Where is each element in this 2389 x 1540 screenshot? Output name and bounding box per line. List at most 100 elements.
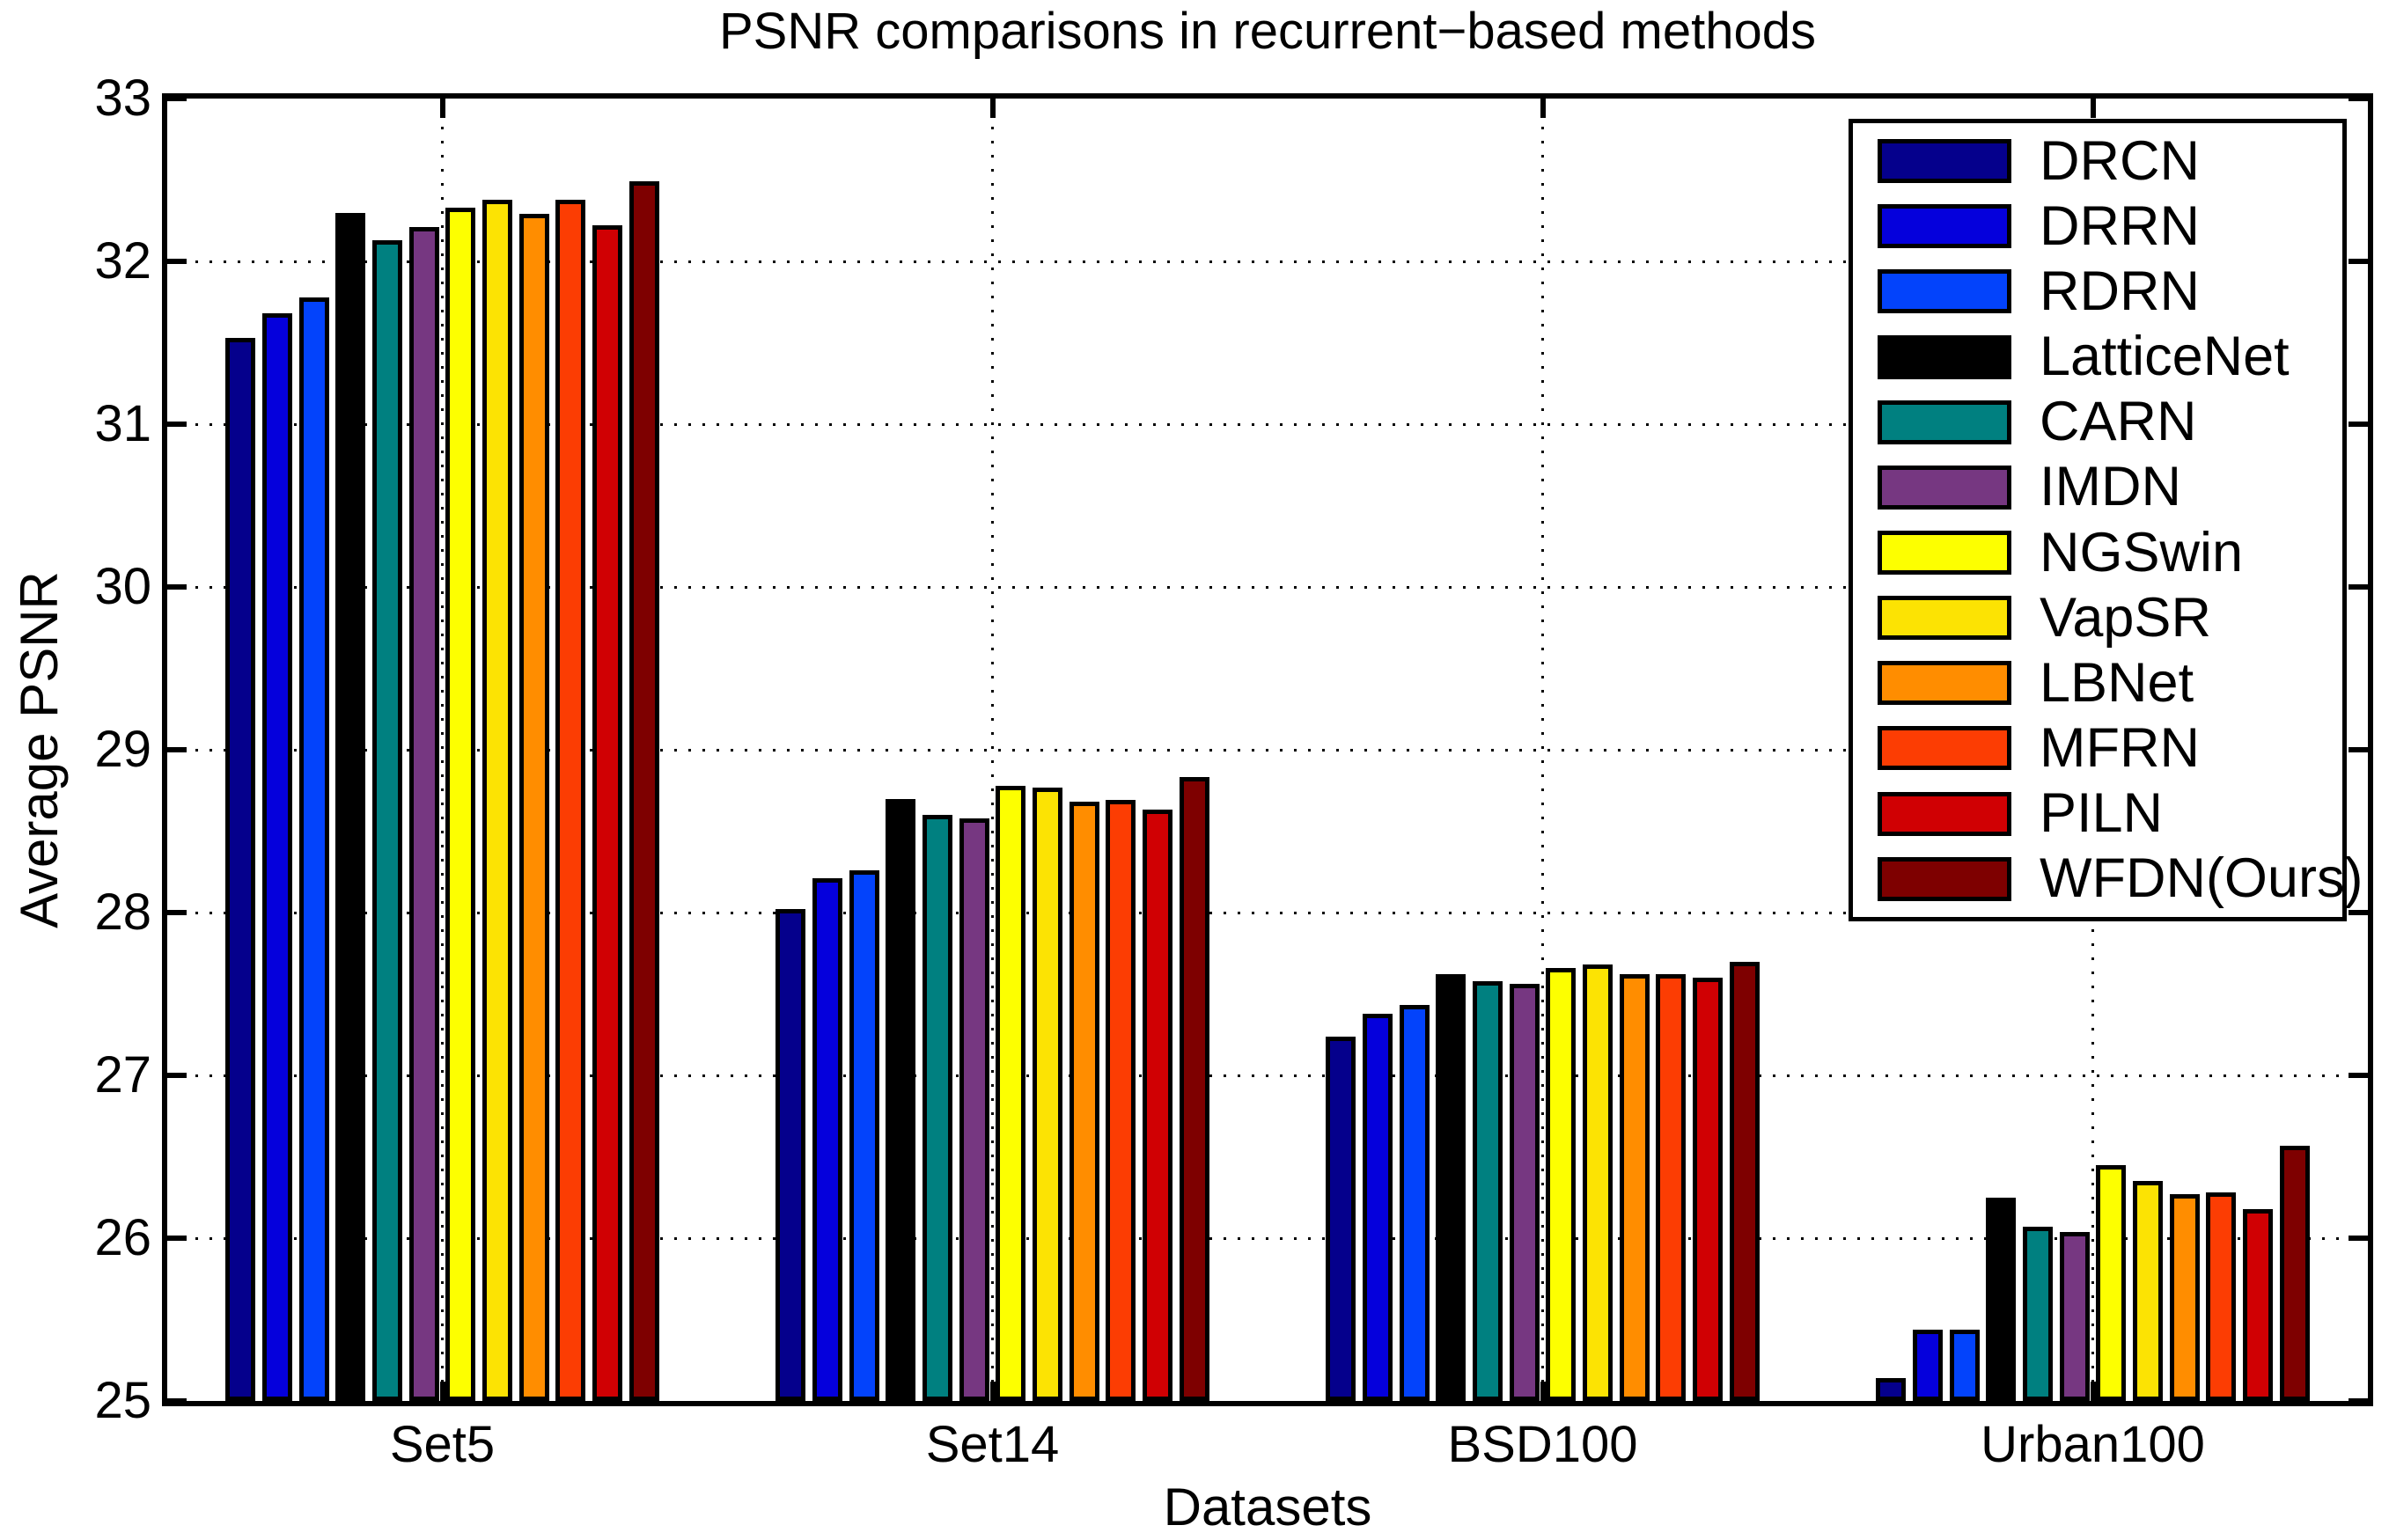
legend-row: IMDN xyxy=(1853,457,2342,518)
legend-row: LBNet xyxy=(1853,652,2342,714)
bar-mfrn-set14 xyxy=(1106,800,1136,1401)
gridline-horizontal xyxy=(167,1236,2368,1240)
bar-drrn-set5 xyxy=(262,313,292,1401)
bar-carn-set5 xyxy=(372,240,402,1401)
legend-swatch xyxy=(1878,596,2011,641)
x-tick-mark xyxy=(1540,1382,1546,1401)
bar-vapsr-bsd100 xyxy=(1583,964,1613,1401)
legend-label: DRCN xyxy=(2040,129,2200,192)
bar-carn-set14 xyxy=(923,815,952,1401)
bar-latticenet-urban100 xyxy=(1986,1198,2016,1401)
gridline-horizontal xyxy=(167,1074,2368,1077)
legend-label: WFDN(Ours) xyxy=(2040,847,2363,910)
x-tick-label: Urban100 xyxy=(1981,1416,2205,1473)
y-tick-label: 28 xyxy=(94,884,151,941)
legend-row: WFDN(Ours) xyxy=(1853,848,2363,910)
legend-swatch xyxy=(1878,791,2011,836)
y-tick-mark xyxy=(167,747,187,752)
bar-vapsr-urban100 xyxy=(2133,1181,2163,1401)
gridline-vertical xyxy=(1541,99,1544,1401)
y-tick-label: 30 xyxy=(94,558,151,615)
bar-piln-set14 xyxy=(1143,810,1172,1401)
x-tick-mark xyxy=(439,1382,445,1401)
x-tick-mark xyxy=(1540,99,1546,118)
gridline-vertical xyxy=(441,99,444,1401)
bar-drrn-bsd100 xyxy=(1363,1014,1393,1401)
gridline-horizontal xyxy=(167,422,2368,426)
bar-drcn-urban100 xyxy=(1876,1378,1906,1401)
bar-wfdnours-bsd100 xyxy=(1730,962,1760,1401)
legend-label: LBNet xyxy=(2040,651,2194,714)
y-tick-label: 26 xyxy=(94,1209,151,1266)
legend-row: PILN xyxy=(1853,783,2342,845)
gridline-horizontal xyxy=(167,748,2368,752)
bar-imdn-bsd100 xyxy=(1510,984,1540,1401)
legend-row: CARN xyxy=(1853,392,2342,453)
y-tick-mark xyxy=(2349,1073,2368,1078)
legend-swatch xyxy=(1878,334,2011,379)
y-tick-label: 25 xyxy=(94,1372,151,1429)
legend-label: PILN xyxy=(2040,782,2164,845)
y-tick-mark xyxy=(2349,259,2368,264)
legend-swatch xyxy=(1878,661,2011,706)
y-tick-mark xyxy=(2349,747,2368,752)
legend-label: RDRN xyxy=(2040,260,2200,322)
bar-wfdnours-set5 xyxy=(629,181,659,1401)
bar-carn-bsd100 xyxy=(1473,981,1503,1401)
y-tick-mark xyxy=(167,96,187,101)
y-tick-label: 33 xyxy=(94,70,151,127)
x-tick-label: Set5 xyxy=(389,1416,496,1473)
bar-ngswin-set5 xyxy=(445,208,475,1401)
legend-label: VapSR xyxy=(2040,586,2211,649)
bar-mfrn-urban100 xyxy=(2206,1192,2236,1401)
legend-swatch xyxy=(1878,204,2011,249)
bar-carn-urban100 xyxy=(2023,1227,2053,1401)
bar-drcn-bsd100 xyxy=(1326,1037,1356,1401)
y-tick-mark xyxy=(167,1236,187,1241)
legend-row: DRRN xyxy=(1853,195,2342,257)
x-tick-mark xyxy=(989,99,996,118)
y-tick-mark xyxy=(167,422,187,427)
x-axis-label: Datasets xyxy=(1163,1478,1372,1536)
y-tick-mark xyxy=(2349,584,2368,590)
legend-row: NGSwin xyxy=(1853,522,2342,583)
bar-ngswin-bsd100 xyxy=(1546,968,1576,1401)
legend-label: NGSwin xyxy=(2040,521,2244,583)
legend-row: DRCN xyxy=(1853,130,2342,192)
bar-lbnet-set5 xyxy=(519,214,549,1401)
bar-rdrn-set5 xyxy=(299,297,329,1401)
legend-label: LatticeNet xyxy=(2040,326,2290,388)
legend-label: DRRN xyxy=(2040,194,2200,257)
legend-label: CARN xyxy=(2040,391,2197,453)
chart-title: PSNR comparisons in recurrent−based meth… xyxy=(719,3,1816,60)
x-tick-label: Set14 xyxy=(925,1416,1060,1473)
legend-swatch xyxy=(1878,139,2011,184)
y-tick-mark xyxy=(2349,1236,2368,1241)
y-tick-mark xyxy=(167,1398,187,1404)
gridline-horizontal xyxy=(167,585,2368,589)
y-tick-label: 31 xyxy=(94,395,151,452)
y-tick-mark xyxy=(167,584,187,590)
legend-swatch xyxy=(1878,856,2011,901)
bar-imdn-urban100 xyxy=(2060,1232,2090,1401)
legend-row: LatticeNet xyxy=(1853,326,2342,388)
y-tick-mark xyxy=(167,259,187,264)
legend-row: VapSR xyxy=(1853,587,2342,649)
legend-swatch xyxy=(1878,465,2011,510)
y-tick-mark xyxy=(2349,96,2368,101)
bar-lbnet-bsd100 xyxy=(1620,974,1650,1401)
legend-swatch xyxy=(1878,531,2011,576)
bar-piln-urban100 xyxy=(2243,1209,2273,1401)
gridline-vertical xyxy=(991,99,994,1401)
bar-mfrn-bsd100 xyxy=(1656,974,1686,1401)
y-tick-label: 29 xyxy=(94,721,151,778)
legend-swatch xyxy=(1878,269,2011,314)
y-tick-mark xyxy=(167,910,187,915)
legend: DRCN DRRN RDRN LatticeNet CARN IMDN NGSwin VapS… xyxy=(1849,119,2363,921)
x-tick-mark xyxy=(2090,99,2096,118)
x-tick-mark xyxy=(989,1382,996,1401)
bar-imdn-set5 xyxy=(409,227,439,1401)
bar-piln-bsd100 xyxy=(1693,978,1723,1401)
bar-drcn-set14 xyxy=(776,909,805,1401)
